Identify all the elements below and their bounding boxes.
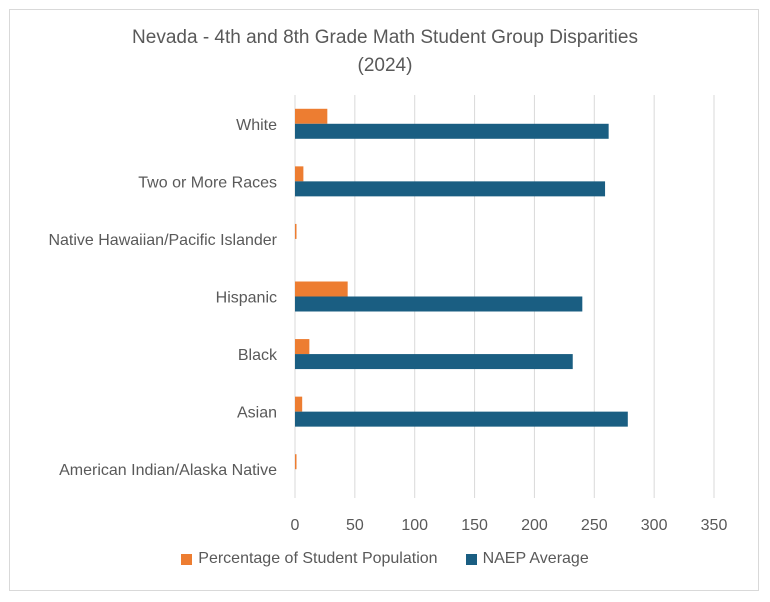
x-tick-label: 200 (521, 517, 548, 534)
bar-population-pct (295, 223, 297, 239)
category-label: Hispanic (216, 290, 277, 307)
bar-naep-average (295, 123, 609, 139)
chart-frame (9, 9, 759, 591)
x-tick-label: 300 (641, 517, 668, 534)
legend-label: Percentage of Student Population (198, 550, 438, 567)
legend-label: NAEP Average (482, 550, 589, 567)
bar-population-pct (295, 108, 328, 124)
x-tick-label: 250 (581, 517, 608, 534)
chart-title-main: Nevada - 4th and 8th Grade Math Student … (132, 27, 638, 48)
bar-population-pct (295, 454, 297, 470)
bar-population-pct (295, 281, 348, 297)
legend-item: NAEP Average (465, 550, 589, 568)
x-tick-label: 50 (346, 517, 364, 534)
category-label: Black (238, 347, 278, 364)
chart-title: Nevada - 4th and 8th Grade Math Student … (0, 24, 770, 80)
x-tick-label: 100 (401, 517, 428, 534)
bar-population-pct (295, 166, 304, 182)
bar-naep-average (295, 181, 606, 197)
legend-swatch (465, 553, 477, 565)
legend: Percentage of Student Population NAEP Ave… (0, 550, 770, 568)
category-label: Two or More Races (138, 174, 277, 191)
x-tick-label: 0 (291, 517, 300, 534)
chart-subtitle: (2024) (357, 55, 413, 76)
category-label: Native Hawaiian/Pacific Islander (48, 232, 277, 249)
category-label: Asian (237, 405, 277, 422)
category-label: American Indian/Alaska Native (59, 462, 277, 479)
category-label: White (236, 117, 277, 134)
bar-naep-average (295, 411, 628, 427)
legend-swatch (181, 553, 193, 565)
bar-population-pct (295, 396, 303, 412)
bar-naep-average (295, 354, 573, 370)
bar-naep-average (295, 296, 583, 312)
bar-population-pct (295, 339, 310, 355)
legend-item: Percentage of Student Population (181, 550, 438, 568)
x-tick-label: 150 (461, 517, 488, 534)
x-tick-label: 350 (701, 517, 728, 534)
